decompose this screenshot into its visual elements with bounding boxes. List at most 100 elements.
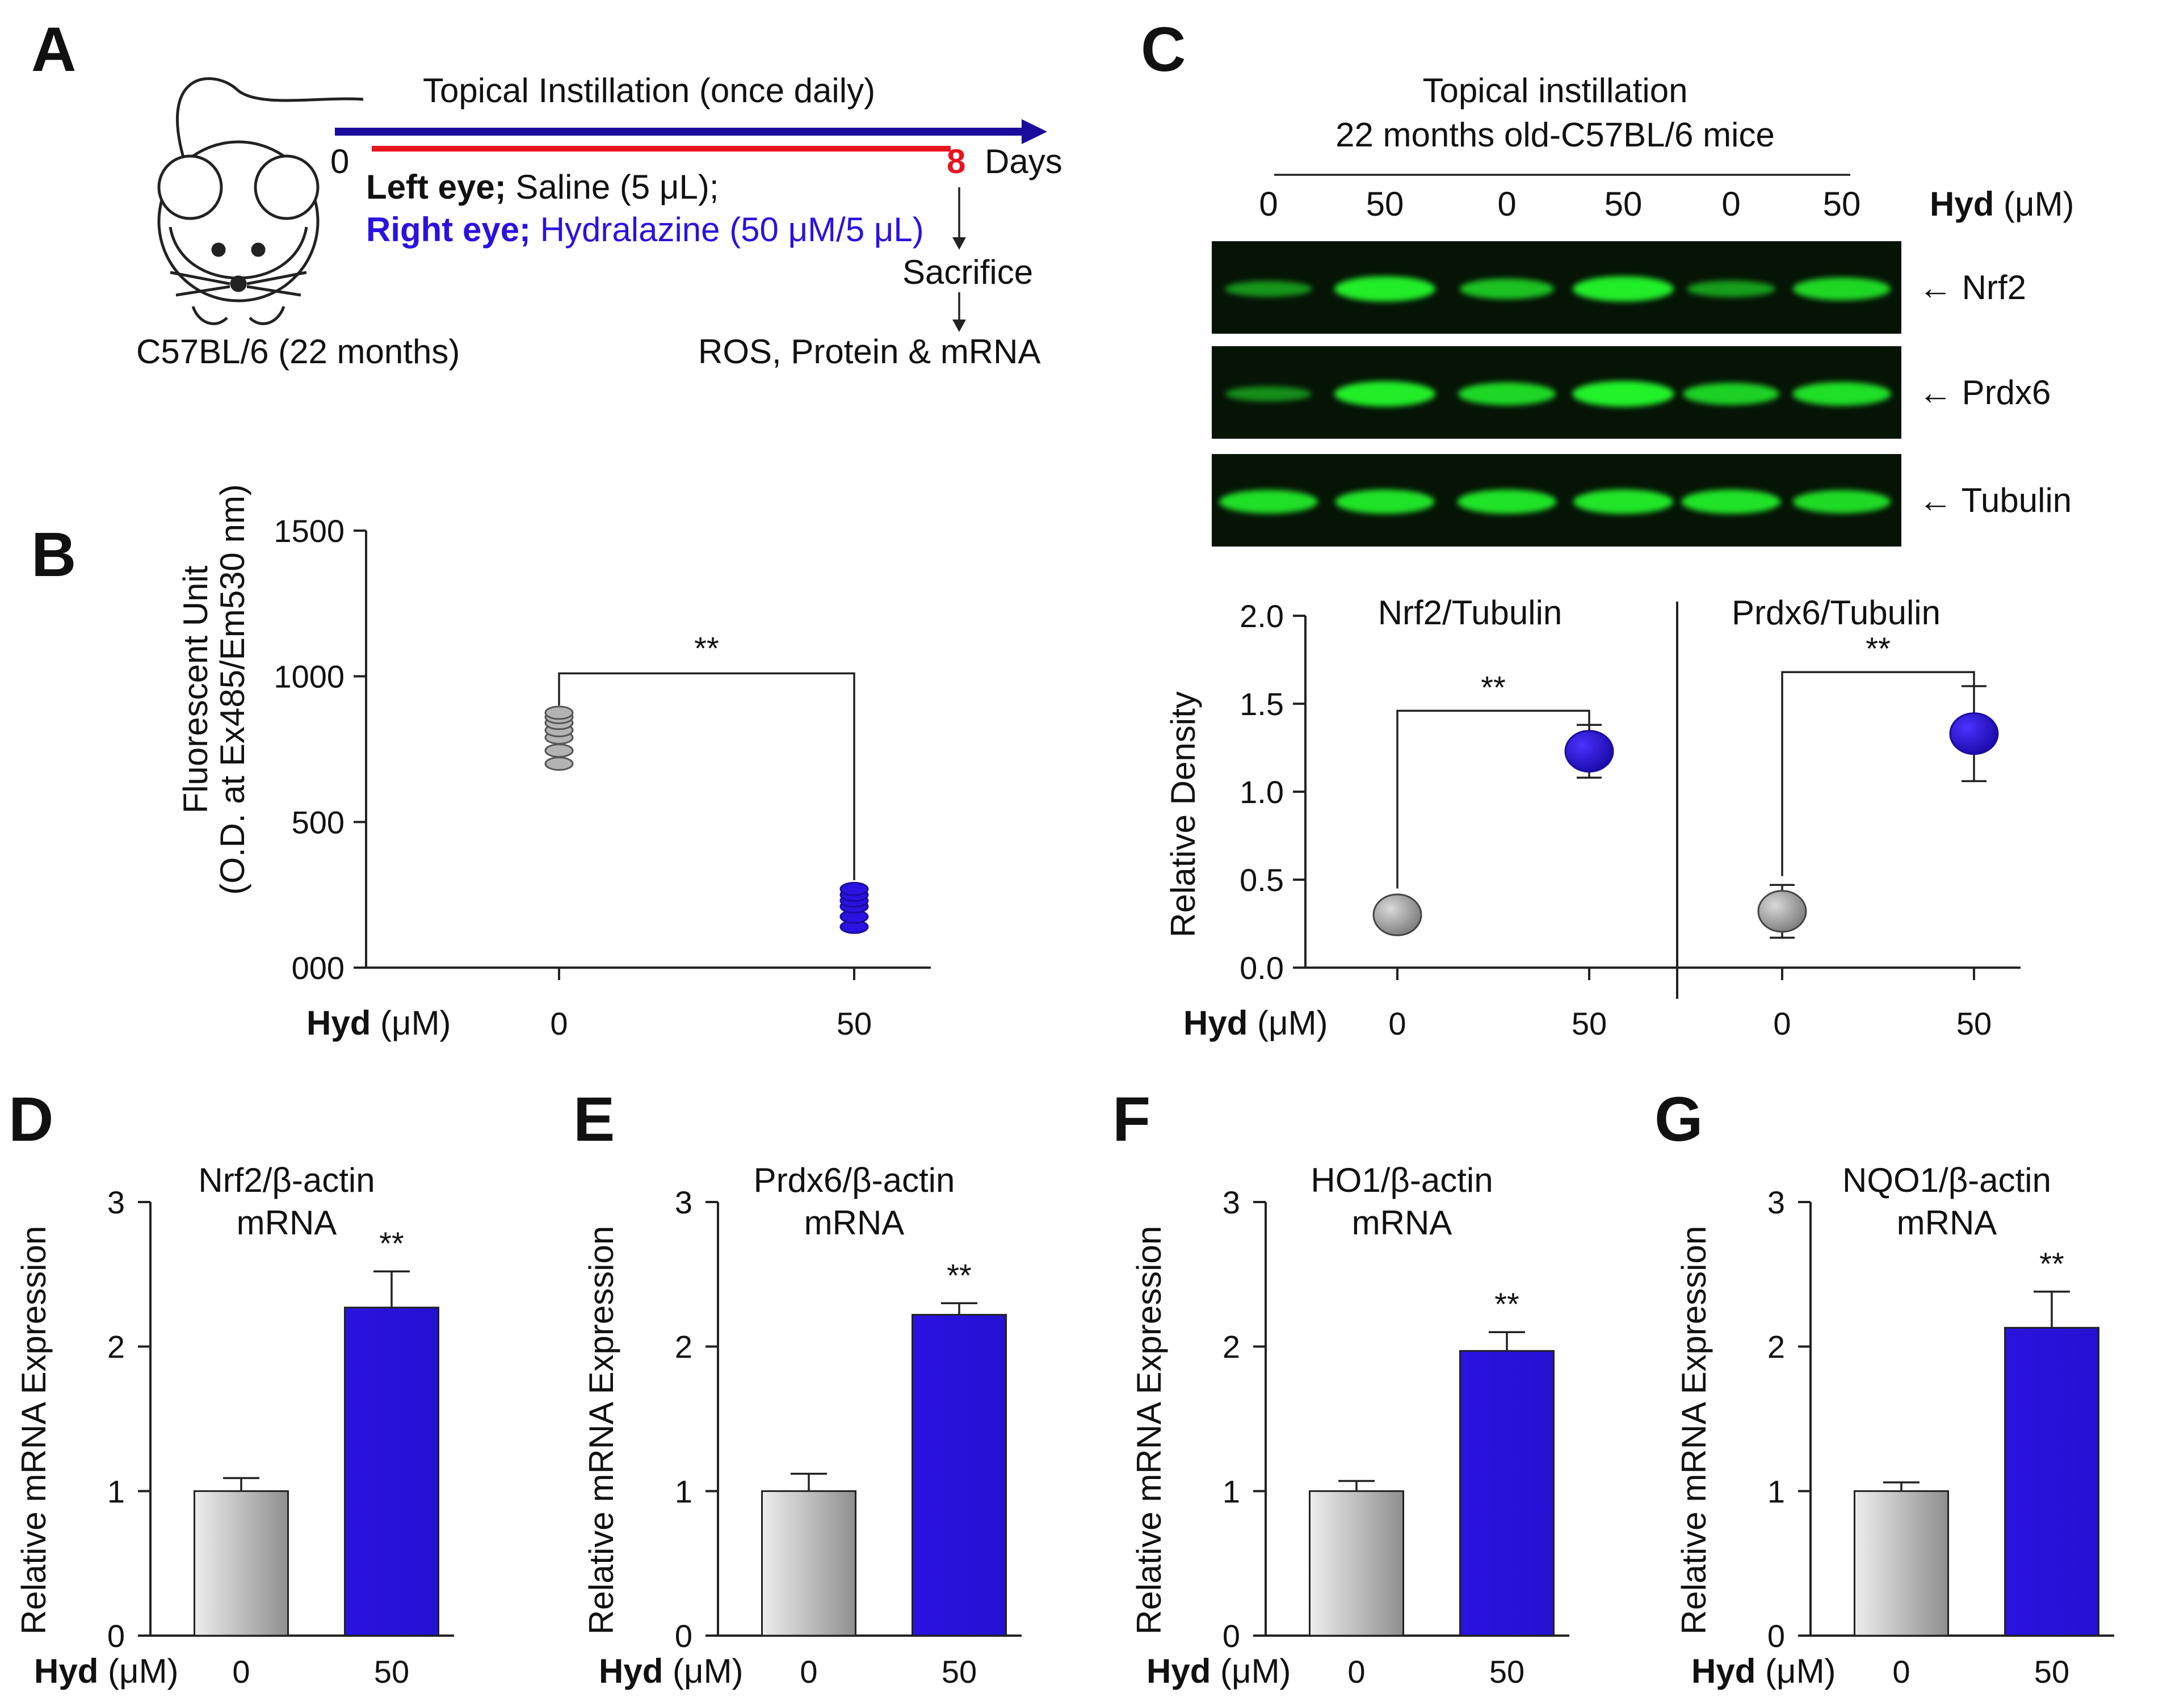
blot-label: ← Prdx6 bbox=[1918, 373, 2051, 411]
panel-c-hyd-top-unit: (μM) bbox=[1994, 185, 2074, 223]
panel-hyd: Hyd bbox=[599, 1652, 663, 1690]
panel-title-2: mRNA bbox=[1352, 1204, 1452, 1242]
panel-xlabel: Hyd (μM) bbox=[1146, 1652, 1291, 1690]
blot-background bbox=[1212, 454, 1901, 547]
assays-label: ROS, Protein & mRNA bbox=[698, 333, 1041, 371]
blot-tubulin bbox=[1212, 454, 1901, 547]
panel-ytick-label: 2 bbox=[1767, 1329, 1785, 1365]
panel-ytick-label: 1 bbox=[675, 1473, 692, 1509]
blot-band bbox=[1460, 278, 1554, 300]
panel-c-subtitle: Prdx6/Tubulin bbox=[1732, 594, 1941, 632]
arrow-to-sacrifice-head bbox=[952, 237, 966, 250]
panel-ylabel: Relative mRNA Expression bbox=[582, 1226, 620, 1634]
blot-label: ← Tubulin bbox=[1918, 481, 2072, 519]
panel-ylabel: Relative mRNA Expression bbox=[1130, 1226, 1168, 1634]
panel-letter: G bbox=[1654, 1085, 1703, 1154]
panel-ylabel: Relative mRNA Expression bbox=[1675, 1226, 1713, 1634]
blot-band bbox=[1335, 489, 1435, 514]
panel-ytick-label: 3 bbox=[675, 1184, 692, 1220]
panel-b-xtick-label: 0 bbox=[550, 1006, 568, 1041]
day-end: 8 bbox=[947, 142, 965, 180]
panel-f: F HO1/β-actin mRNA Relative mRNA Expression… bbox=[1112, 1085, 1569, 1690]
panel-c-axes: 0.0 0.5 1.0 1.5 2.0 0 50 0 50 Nrf2/Tubulin Prdx6/T… bbox=[1240, 594, 2021, 1041]
blot-band bbox=[1687, 280, 1775, 297]
panel-c-xtick-label: 0 bbox=[1388, 1006, 1406, 1041]
panel-c-sig-bracket bbox=[1781, 671, 1975, 876]
panel-title-2: mRNA bbox=[804, 1204, 905, 1242]
panel-b-ytick-label: 000 bbox=[292, 950, 345, 986]
panel-ytick-label: 3 bbox=[1767, 1184, 1785, 1220]
panel-bar-hyd bbox=[2004, 1327, 2099, 1637]
panel-b-ytick-label: 500 bbox=[292, 804, 345, 840]
panel-letter: D bbox=[9, 1085, 53, 1154]
panel-c-point-control bbox=[1372, 893, 1422, 936]
panel-b-xlabel: Hyd (μM) bbox=[306, 1004, 451, 1042]
blot-band bbox=[1793, 277, 1891, 301]
panel-b-sig-bracket bbox=[558, 672, 855, 880]
panel-xtick-label: 0 bbox=[232, 1654, 250, 1690]
panel-b-sig: ** bbox=[694, 631, 719, 666]
panel-c-subtitle: Nrf2/Tubulin bbox=[1378, 594, 1563, 632]
panel-c-ytick-label: 0.0 bbox=[1240, 950, 1284, 986]
panel-hyd-unit: (μM) bbox=[1755, 1652, 1836, 1690]
panel-xtick-label: 50 bbox=[374, 1654, 409, 1690]
panel-b-ylabel-2: (O.D. at Ex485/Em530 nm) bbox=[213, 484, 251, 895]
panel-title-2: mRNA bbox=[237, 1204, 337, 1242]
panel-b-ytick-label: 1500 bbox=[274, 513, 345, 549]
panel-ytick-label: 1 bbox=[1223, 1473, 1240, 1509]
panel-xtick-label: 50 bbox=[2034, 1654, 2069, 1690]
day-start: 0 bbox=[330, 142, 349, 180]
panel-c-letter: C bbox=[1141, 15, 1186, 85]
panel-c-xlabel: Hyd (μM) bbox=[1183, 1004, 1328, 1042]
panel-ytick-label: 3 bbox=[1223, 1184, 1240, 1220]
panel-bar-hyd bbox=[1459, 1350, 1555, 1637]
panel-xtick-label: 50 bbox=[1489, 1654, 1524, 1690]
timeline-arrowhead bbox=[1022, 119, 1047, 144]
panel-bar-control bbox=[1854, 1490, 1949, 1637]
panel-bar-hyd bbox=[912, 1314, 1007, 1637]
panel-c-xtick-label: 50 bbox=[1956, 1006, 1992, 1041]
bar-panels: D Nrf2/β-actin mRNA Relative mRNA Expressio… bbox=[9, 1085, 2114, 1690]
panel-a-letter: A bbox=[31, 15, 76, 85]
panel-c-sig-bracket bbox=[1396, 709, 1590, 889]
panel-sig: ** bbox=[947, 1257, 972, 1293]
panel-title-1: HO1/β-actin bbox=[1311, 1161, 1493, 1199]
panel-ytick-label: 0 bbox=[1767, 1618, 1785, 1654]
sacrifice-label: Sacrifice bbox=[902, 253, 1033, 291]
panel-b: B Fluorescent Unit (O.D. at Ex485/Em530 … bbox=[31, 484, 931, 1042]
panel-ylabel: Relative mRNA Expression bbox=[15, 1226, 53, 1634]
panel-xlabel: Hyd (μM) bbox=[34, 1652, 179, 1690]
panel-title-1: Nrf2/β-actin bbox=[198, 1161, 375, 1199]
panel-bar-hyd bbox=[344, 1306, 439, 1637]
panel-hyd: Hyd bbox=[1691, 1652, 1755, 1690]
panel-b-hyd-unit: (μM) bbox=[371, 1004, 451, 1042]
panel-hyd: Hyd bbox=[34, 1652, 98, 1690]
arrow-to-assays-head bbox=[952, 320, 966, 332]
panel-c-ytick-label: 2.0 bbox=[1240, 598, 1284, 634]
panel-xlabel: Hyd (μM) bbox=[1691, 1652, 1836, 1690]
left-eye-line: Left eye; Saline (5 μL); bbox=[366, 168, 719, 206]
blot-prdx6 bbox=[1212, 346, 1901, 439]
panel-c-xtick-label: 0 bbox=[1773, 1006, 1791, 1041]
panel-c-ytick-label: 1.0 bbox=[1240, 774, 1284, 810]
panel-bar-control bbox=[1309, 1490, 1404, 1637]
panel-c-title-2: 22 months old-C57BL/6 mice bbox=[1335, 116, 1775, 154]
panel-xtick-label: 0 bbox=[800, 1654, 817, 1690]
panel-hyd-unit: (μM) bbox=[1211, 1652, 1291, 1690]
blot-band bbox=[1219, 490, 1318, 514]
mouse-icon bbox=[157, 77, 364, 325]
panel-c-ytick-label: 0.5 bbox=[1240, 862, 1284, 898]
panel-hyd-unit: (μM) bbox=[98, 1652, 178, 1690]
panel-letter: E bbox=[573, 1085, 615, 1154]
panel-a: A C57BL/6 (22 months) Topical Instillati… bbox=[31, 15, 1062, 371]
panel-title-1: Prdx6/β-actin bbox=[754, 1161, 955, 1199]
lane-label: 50 bbox=[1823, 185, 1861, 223]
panel-title-2: mRNA bbox=[1897, 1204, 1997, 1242]
panel-c-sig: ** bbox=[1481, 669, 1506, 705]
lane-label: 0 bbox=[1497, 185, 1516, 223]
lane-label: 50 bbox=[1605, 185, 1643, 223]
panel-xtick-label: 50 bbox=[942, 1654, 977, 1690]
blot-background bbox=[1212, 241, 1901, 334]
panel-c: C Topical instillation 22 months old-C57… bbox=[1141, 15, 2074, 1042]
blot-label: ← Nrf2 bbox=[1918, 268, 2026, 306]
